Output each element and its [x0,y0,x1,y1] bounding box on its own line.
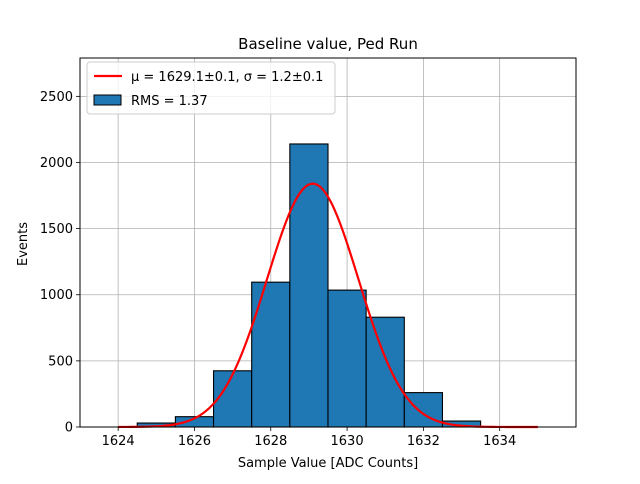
histogram-bar [214,371,252,427]
x-axis-label: Sample Value [ADC Counts] [238,456,418,471]
y-tick-label: 2500 [40,90,73,105]
legend-fit-label: μ = 1629.1±0.1, σ = 1.2±0.1 [131,70,323,85]
y-axis-label: Events [16,222,31,266]
x-tick-label: 1624 [102,434,135,449]
histogram-bar [366,317,404,427]
legend-hist-swatch [94,95,121,105]
y-tick-label: 1500 [40,222,73,237]
legend: μ = 1629.1±0.1, σ = 1.2±0.1 RMS = 1.37 [87,62,335,114]
y-tick-label: 2000 [40,156,73,171]
histogram-bar [328,290,366,427]
chart-title: Baseline value, Ped Run [238,35,418,53]
x-tick-label: 1628 [254,434,287,449]
x-tick-label: 1634 [483,434,516,449]
x-tick-label: 1626 [178,434,211,449]
y-tick-label: 500 [48,354,73,369]
y-tick-label: 1000 [40,288,73,303]
legend-hist-label: RMS = 1.37 [131,94,208,109]
histogram-bar [290,144,328,427]
y-tick-label: 0 [65,421,73,436]
histogram-bar [252,282,290,427]
x-tick-label: 1632 [407,434,440,449]
x-tick-label: 1630 [331,434,364,449]
